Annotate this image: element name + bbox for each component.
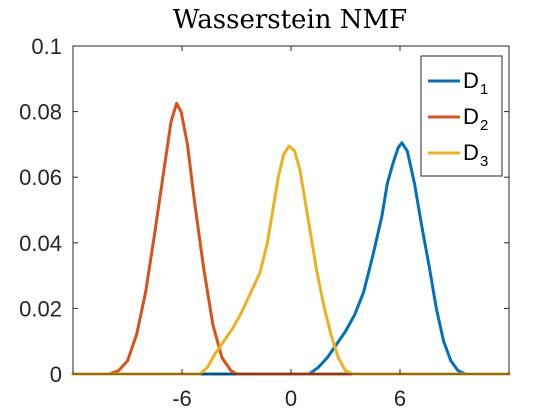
y-tick-label: 0.04 (19, 231, 62, 256)
legend-label-3: D (463, 140, 479, 165)
legend: D 1D 2D 3 (421, 56, 502, 176)
series-line-1 (73, 143, 509, 374)
y-tick-label: 0.06 (19, 165, 62, 190)
legend-label-subscript-1: 1 (480, 81, 488, 98)
legend-label-subscript-2: 2 (480, 117, 488, 134)
x-tick-label: 6 (394, 386, 406, 411)
legend-label-subscript-3: 3 (480, 153, 488, 170)
y-tick-label: 0.08 (19, 100, 62, 125)
chart-title: Wasserstein NMF (173, 5, 407, 35)
y-tick-label: 0.1 (31, 34, 62, 59)
legend-label-1: D (463, 68, 479, 93)
y-tick-label: 0.02 (19, 296, 62, 321)
y-tick-label: 0 (50, 362, 62, 387)
legend-label-2: D (463, 104, 479, 129)
x-tick-label: 0 (285, 386, 297, 411)
x-tick-label: -6 (172, 386, 192, 411)
x-axis-ticks: -6 0 6 (172, 46, 406, 411)
